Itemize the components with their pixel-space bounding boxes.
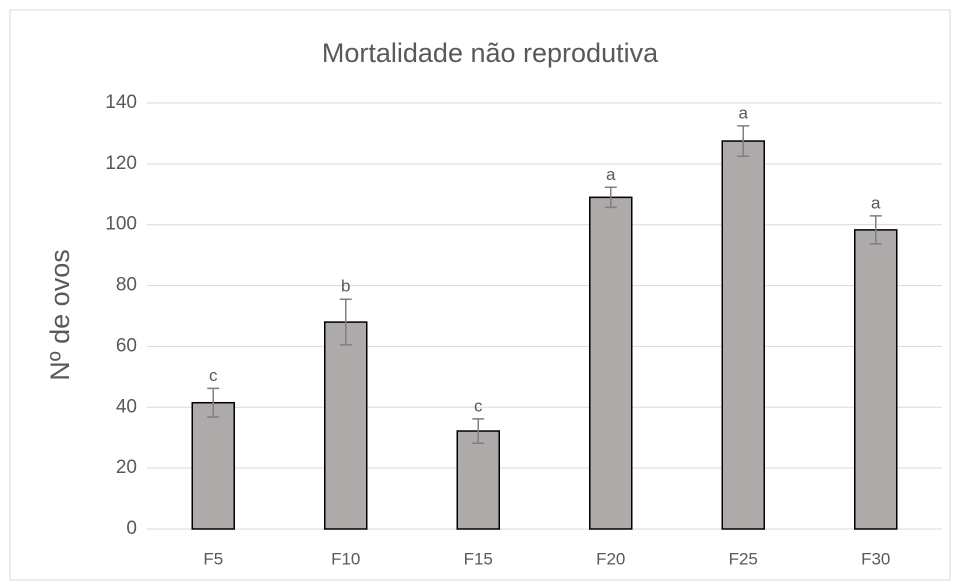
error-bar bbox=[604, 186, 617, 209]
y-tick-label: 0 bbox=[126, 518, 137, 539]
error-bar bbox=[737, 125, 750, 157]
bar bbox=[854, 229, 898, 530]
y-tick-label: 60 bbox=[116, 335, 137, 356]
bar bbox=[589, 196, 633, 530]
y-tick-label: 80 bbox=[116, 275, 137, 296]
x-tick-label: F20 bbox=[596, 549, 625, 568]
annotation: a bbox=[606, 165, 616, 184]
x-tick-label: F25 bbox=[729, 549, 758, 568]
y-axis-label: Nº de ovos bbox=[45, 249, 75, 380]
annotation: c bbox=[209, 366, 218, 385]
y-tick-label: 100 bbox=[105, 214, 137, 235]
x-tick-label: F5 bbox=[203, 549, 223, 568]
annotation: a bbox=[871, 193, 881, 212]
annotation: a bbox=[739, 103, 749, 122]
bar bbox=[456, 430, 500, 530]
y-tick-label: 140 bbox=[105, 92, 137, 113]
error-bar bbox=[339, 298, 352, 346]
error-bar bbox=[869, 215, 882, 245]
y-tick-label: 120 bbox=[105, 153, 137, 174]
error-bar bbox=[472, 418, 485, 444]
bar bbox=[324, 321, 368, 530]
x-tick-label: F10 bbox=[331, 549, 360, 568]
annotation: c bbox=[474, 396, 483, 415]
x-tick-label: F15 bbox=[464, 549, 493, 568]
y-tick-label: 20 bbox=[116, 457, 137, 478]
x-tick-label: F30 bbox=[861, 549, 890, 568]
bar bbox=[721, 140, 765, 530]
annotation: b bbox=[341, 277, 350, 296]
error-bar bbox=[207, 387, 220, 418]
y-tick-label: 40 bbox=[116, 396, 137, 417]
bar bbox=[191, 401, 235, 530]
chart-title: Mortalidade não reprodutiva bbox=[322, 38, 659, 68]
